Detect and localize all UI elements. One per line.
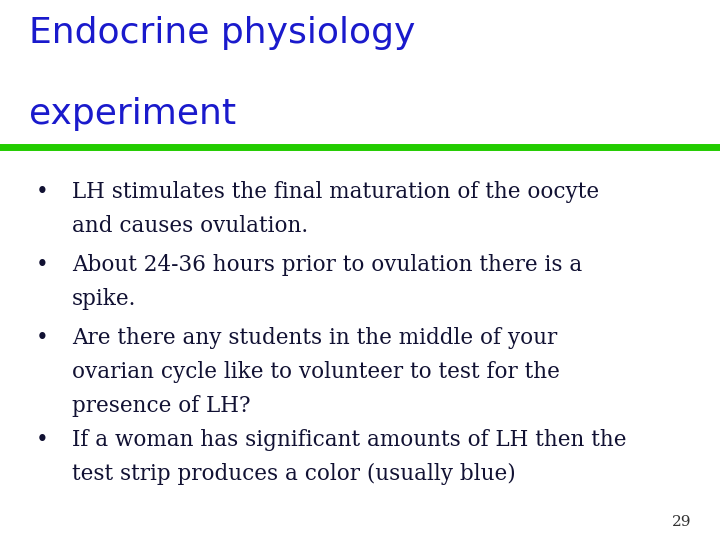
Text: test strip produces a color (usually blue): test strip produces a color (usually blu… — [72, 463, 516, 485]
Text: •: • — [36, 429, 49, 451]
Text: 29: 29 — [672, 515, 691, 529]
Text: •: • — [36, 327, 49, 349]
Text: Endocrine physiology: Endocrine physiology — [29, 16, 415, 50]
Text: and causes ovulation.: and causes ovulation. — [72, 215, 308, 237]
Text: •: • — [36, 254, 49, 276]
Text: If a woman has significant amounts of LH then the: If a woman has significant amounts of LH… — [72, 429, 626, 451]
Text: About 24-36 hours prior to ovulation there is a: About 24-36 hours prior to ovulation the… — [72, 254, 582, 276]
Text: presence of LH?: presence of LH? — [72, 395, 251, 417]
Text: LH stimulates the final maturation of the oocyte: LH stimulates the final maturation of th… — [72, 181, 599, 203]
Text: Are there any students in the middle of your: Are there any students in the middle of … — [72, 327, 557, 349]
Text: spike.: spike. — [72, 288, 136, 310]
Text: ovarian cycle like to volunteer to test for the: ovarian cycle like to volunteer to test … — [72, 361, 560, 383]
Text: experiment: experiment — [29, 97, 236, 131]
Text: •: • — [36, 181, 49, 203]
